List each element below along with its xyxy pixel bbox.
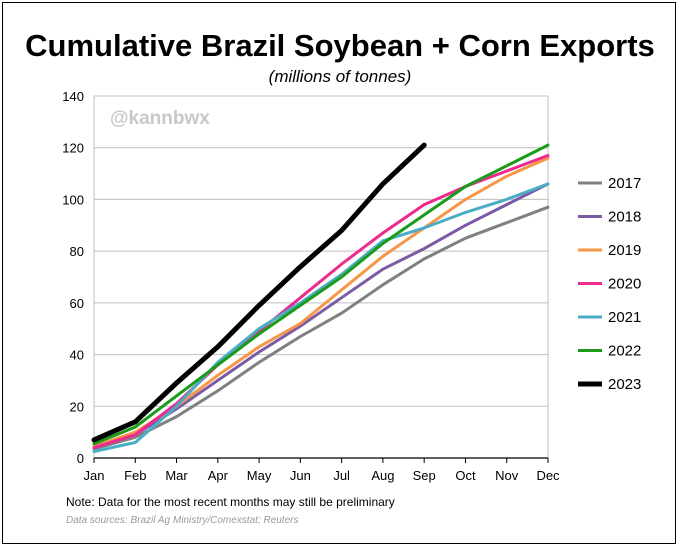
y-tick-label: 0 [77, 451, 84, 466]
data-source: Data sources: Brazil Ag Ministry/Comexst… [66, 515, 299, 526]
legend-label-2019: 2019 [608, 242, 641, 259]
series-line-2023 [91, 142, 427, 443]
footnote: Note: Data for the most recent months ma… [66, 495, 395, 509]
x-tick-label: Sep [413, 468, 436, 483]
series-line-2017 [92, 205, 550, 451]
x-tick-label: Jan [84, 468, 105, 483]
x-tick-label: Nov [495, 468, 519, 483]
series-line-2022 [92, 143, 550, 446]
legend-label-2020: 2020 [608, 276, 641, 293]
plot-area [93, 95, 549, 459]
y-tick-label: 40 [70, 348, 84, 363]
series-line-2021 [92, 182, 550, 453]
y-tick-label: 20 [70, 399, 84, 414]
x-tick-label: Dec [536, 468, 560, 483]
x-tick-label: Jul [333, 468, 350, 483]
y-tick-label: 120 [62, 141, 84, 156]
legend-label-2017: 2017 [608, 175, 641, 192]
legend-label-2023: 2023 [608, 376, 641, 393]
y-tick-label: 100 [62, 192, 84, 207]
chart-subtitle: (millions of tonnes) [268, 67, 412, 86]
x-tick-label: Oct [455, 468, 476, 483]
x-tick-label: Apr [208, 468, 229, 483]
x-tick-label: Mar [165, 468, 188, 483]
x-tick-label: Jun [290, 468, 311, 483]
x-tick-label: May [247, 468, 272, 483]
legend-label-2022: 2022 [608, 343, 641, 360]
legend-label-2018: 2018 [608, 209, 641, 226]
legend-label-2021: 2021 [608, 309, 641, 326]
watermark: @kannbwx [110, 108, 210, 129]
x-tick-label: Feb [124, 468, 146, 483]
y-tick-label: 80 [70, 244, 84, 259]
y-tick-label: 60 [70, 296, 84, 311]
x-tick-label: Aug [371, 468, 394, 483]
chart-title: Cumulative Brazil Soybean + Corn Exports [25, 28, 655, 63]
y-tick-label: 140 [62, 89, 84, 104]
